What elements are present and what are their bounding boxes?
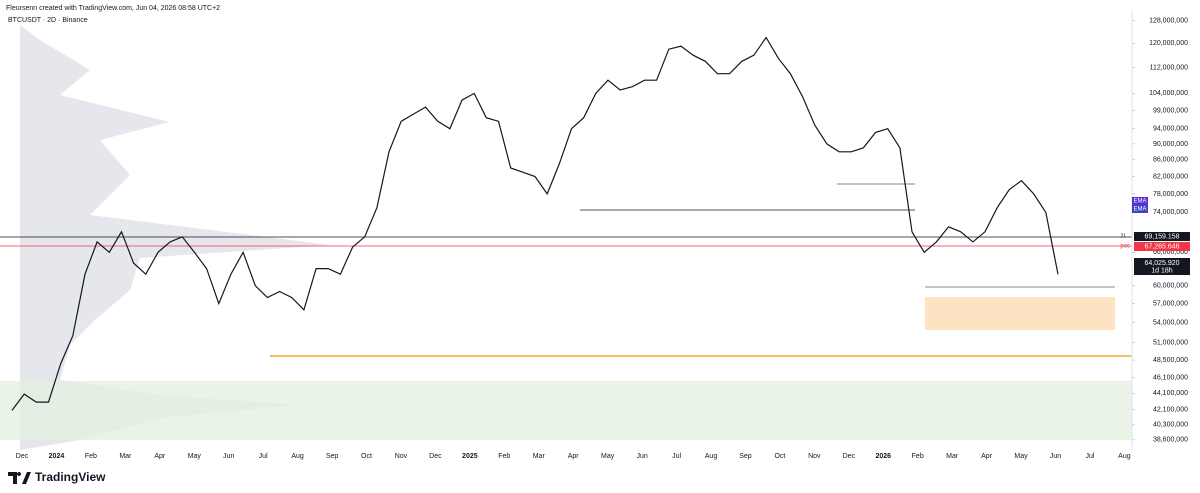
- last-price-tag: [1134, 258, 1190, 275]
- ema-label: EMA: [1133, 199, 1146, 205]
- x-tick-label: Apr: [154, 453, 166, 460]
- x-tick-label: Dec: [16, 453, 29, 460]
- ema-tag: [1132, 197, 1148, 205]
- volume-profile: [20, 25, 330, 450]
- x-tick-label: Feb: [912, 453, 924, 460]
- x-tick-label: Mar: [533, 453, 546, 460]
- x-tick-label: Sep: [326, 453, 339, 460]
- y-tick-label: 112,000,000: [1150, 64, 1189, 71]
- y-tick-label: 94,000,000: [1153, 126, 1188, 133]
- y-tick-label: 60,000,000: [1153, 283, 1188, 290]
- countdown-label: 1d 18h: [1151, 267, 1173, 274]
- y-tick-label: 78,000,000: [1153, 191, 1188, 198]
- y-tick-label: 86,000,000: [1153, 157, 1188, 164]
- target-zone: [925, 297, 1115, 330]
- ema-tag: [1132, 205, 1148, 213]
- x-tick-label: Jun: [223, 453, 234, 460]
- y-tick-label: 51,000,000: [1153, 339, 1188, 346]
- x-tick-label: Jul: [259, 453, 268, 460]
- x-tick-label: Aug: [291, 453, 304, 460]
- y-tick-label: 74,000,000: [1153, 209, 1188, 216]
- x-tick-label: Mar: [946, 453, 959, 460]
- y-tick-label: 66,000,000: [1153, 249, 1188, 256]
- x-tick-label: Oct: [774, 453, 785, 460]
- price-tag: [1134, 232, 1190, 241]
- x-tick-label: Aug: [705, 453, 718, 460]
- ma-length: 21: [1120, 233, 1126, 239]
- price-tag-label: 69,159.158: [1144, 233, 1179, 240]
- last-price-label: 64,025.920: [1144, 260, 1179, 267]
- symbol-title: BTCUSDT · 2D · Binance: [8, 17, 88, 24]
- price-tag-label: 67,265.646: [1144, 243, 1179, 250]
- x-tick-label: Aug: [1118, 453, 1131, 460]
- x-tick-label: Jul: [672, 453, 681, 460]
- x-tick-label: Feb: [498, 453, 510, 460]
- brand-logo: [8, 472, 31, 484]
- x-tick-label: Dec: [429, 453, 442, 460]
- x-tick-label: Dec: [843, 453, 856, 460]
- x-tick-label: 2025: [462, 453, 478, 460]
- x-tick-label: May: [1014, 453, 1028, 460]
- brand-name: TradingView: [35, 470, 106, 484]
- x-tick-label: Feb: [85, 453, 97, 460]
- y-tick-label: 90,000,000: [1153, 141, 1188, 148]
- x-tick-label: Jun: [1050, 453, 1061, 460]
- x-tick-label: Apr: [981, 453, 993, 460]
- x-tick-label: Sep: [739, 453, 752, 460]
- ema-label: EMA: [1133, 207, 1146, 213]
- x-tick-label: Nov: [395, 453, 408, 460]
- header-credit: Fleursenn created with TradingView.com, …: [6, 5, 220, 12]
- y-tick-label: 42,100,000: [1153, 406, 1188, 413]
- y-tick-label: 38,600,000: [1153, 437, 1188, 444]
- demand-zone: [0, 381, 1132, 440]
- y-tick-label: 82,000,000: [1153, 173, 1188, 180]
- x-tick-label: 2026: [875, 453, 891, 460]
- y-tick-label: 128,000,000: [1149, 18, 1188, 25]
- x-tick-label: Jul: [1085, 453, 1094, 460]
- x-tick-label: Mar: [119, 453, 132, 460]
- y-tick-label: 54,000,000: [1153, 319, 1188, 326]
- y-tick-label: 44,100,000: [1153, 390, 1188, 397]
- y-tick-label: 57,000,000: [1153, 300, 1188, 307]
- y-tick-label: 46,100,000: [1153, 375, 1188, 382]
- x-tick-label: Jun: [636, 453, 647, 460]
- y-tick-label: 120,000,000: [1149, 40, 1188, 47]
- x-tick-label: Nov: [808, 453, 821, 460]
- x-tick-label: May: [188, 453, 202, 460]
- y-tick-label: 99,000,000: [1153, 107, 1188, 114]
- y-tick-label: 104,000,000: [1149, 90, 1188, 97]
- x-tick-label: 2024: [49, 453, 65, 460]
- x-tick-label: May: [601, 453, 615, 460]
- poc-label: poc: [1120, 244, 1130, 250]
- y-tick-label: 48,500,000: [1153, 357, 1188, 364]
- x-tick-label: Apr: [568, 453, 580, 460]
- y-tick-label: 40,300,000: [1153, 422, 1188, 429]
- price-line: [11, 36, 1059, 411]
- price-tag: [1134, 242, 1190, 251]
- x-tick-label: Oct: [361, 453, 372, 460]
